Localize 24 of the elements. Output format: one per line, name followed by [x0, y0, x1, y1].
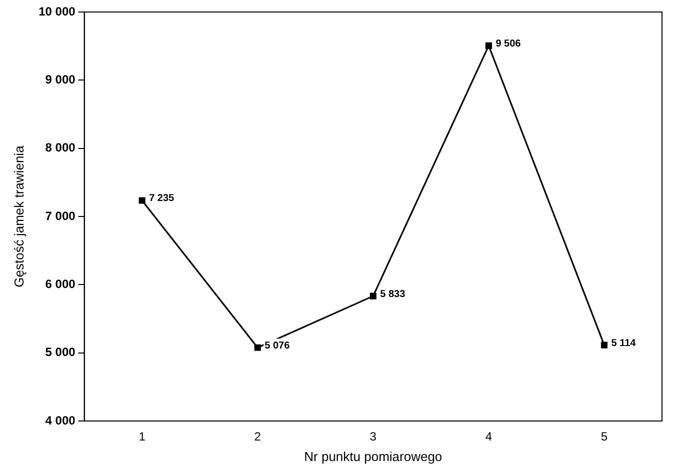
text: 5 114 — [611, 338, 636, 349]
y-tick-label: 10 000 — [38, 4, 76, 18]
x-tick-label: 3 — [370, 430, 377, 444]
point — [600, 342, 608, 348]
y-tick-label: 5 000 — [45, 345, 76, 360]
text: 5 833 — [380, 288, 406, 300]
y-tick-label: 9 000 — [45, 72, 76, 86]
x-tick-label: 1 — [138, 430, 146, 444]
point — [370, 292, 376, 300]
x-tick-label: 5 — [600, 430, 608, 444]
point — [254, 344, 261, 351]
text: 7 235 — [149, 193, 174, 204]
point — [485, 42, 492, 49]
point — [138, 197, 146, 204]
x-tick-label: 2 — [254, 430, 262, 444]
text: 9 506 — [496, 38, 521, 50]
text: 5 076 — [264, 340, 290, 352]
y-tick-label: 4 000 — [45, 413, 76, 428]
x-tick-label: 4 — [485, 430, 492, 444]
y-tick-label: 6 000 — [45, 276, 76, 291]
y-tick-label: 8 000 — [45, 140, 76, 155]
x-axis-title: Nr punktu pomiarowego — [304, 448, 442, 464]
y-tick-label: 7 000 — [45, 208, 76, 223]
y-axis-title: Gęstość jamek trawienia — [11, 144, 26, 288]
